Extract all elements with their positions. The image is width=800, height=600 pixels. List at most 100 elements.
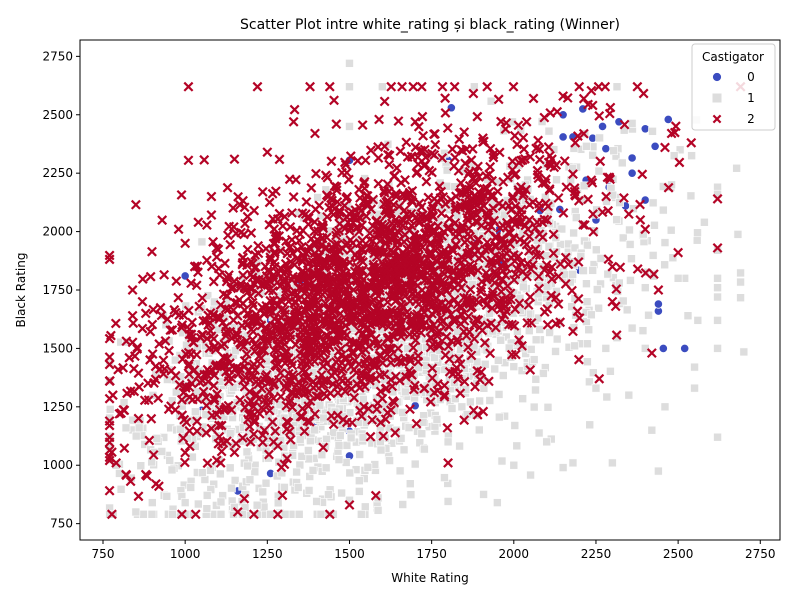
data-point-series-2 xyxy=(428,268,438,279)
data-point-series-1 xyxy=(594,166,604,176)
data-point-series-2 xyxy=(491,241,502,252)
data-point-series-2 xyxy=(285,434,296,445)
data-point-series-2 xyxy=(159,269,170,280)
data-point-series-2 xyxy=(618,192,629,203)
data-point-series-2 xyxy=(264,386,275,397)
data-point-series-1 xyxy=(360,502,370,512)
data-point-series-2 xyxy=(352,155,363,166)
data-point-series-1 xyxy=(334,455,344,464)
data-point-series-2 xyxy=(390,427,401,438)
data-point-series-1 xyxy=(531,374,541,384)
data-point-series-2 xyxy=(453,278,464,289)
data-point-series-2 xyxy=(423,192,434,203)
data-point-series-1 xyxy=(647,425,657,435)
data-point-series-2 xyxy=(366,371,377,382)
legend-label: 1 xyxy=(747,91,755,105)
data-point-series-1 xyxy=(498,371,508,380)
data-point-series-1 xyxy=(105,509,114,519)
data-point-series-1 xyxy=(216,497,226,507)
data-point-series-2 xyxy=(528,93,539,104)
data-point-series-1 xyxy=(197,237,207,247)
data-point-series-2 xyxy=(490,250,501,261)
data-point-series-2 xyxy=(466,155,477,166)
y-tick-label: 1750 xyxy=(42,283,73,297)
data-point-series-2 xyxy=(201,220,212,231)
data-point-series-1 xyxy=(116,484,126,494)
data-point-series-2 xyxy=(510,304,521,315)
data-point-series-2 xyxy=(483,376,494,387)
data-point-series-2 xyxy=(560,252,571,263)
data-point-series-2 xyxy=(173,224,184,235)
data-point-series-2 xyxy=(648,269,659,280)
data-point-series-2 xyxy=(248,509,259,520)
data-point-series-2 xyxy=(440,107,451,118)
data-point-series-2 xyxy=(434,340,445,351)
data-point-series-2 xyxy=(232,330,243,341)
data-point-series-1 xyxy=(294,509,304,519)
data-point-series-2 xyxy=(216,446,227,457)
data-point-series-2 xyxy=(346,271,357,282)
data-point-series-2 xyxy=(578,219,589,230)
data-point-series-2 xyxy=(309,248,320,259)
data-point-series-2 xyxy=(406,220,417,231)
data-point-series-2 xyxy=(165,325,176,336)
data-point-series-1 xyxy=(526,345,536,354)
data-point-series-2 xyxy=(539,264,550,275)
data-point-series-2 xyxy=(104,455,115,466)
data-point-series-1 xyxy=(568,270,577,279)
data-point-series-1 xyxy=(603,269,613,279)
data-point-series-1 xyxy=(175,424,185,434)
data-point-series-2 xyxy=(521,239,532,250)
data-point-series-2 xyxy=(336,301,347,312)
data-point-series-2 xyxy=(201,392,212,403)
data-point-series-2 xyxy=(248,401,259,412)
data-point-series-2 xyxy=(470,249,480,260)
legend-marker xyxy=(712,93,722,103)
data-point-series-2 xyxy=(215,457,226,468)
data-point-series-2 xyxy=(371,252,382,263)
data-point-series-2 xyxy=(336,357,347,368)
data-point-series-1 xyxy=(512,441,522,451)
data-point-series-1 xyxy=(660,238,670,247)
data-point-series-2 xyxy=(208,342,219,353)
data-point-series-1 xyxy=(494,356,503,365)
data-point-series-2 xyxy=(325,388,336,399)
data-point-series-1 xyxy=(675,145,685,155)
x-tick-label: 2000 xyxy=(499,547,530,561)
data-point-series-2 xyxy=(140,469,151,480)
data-point-series-2 xyxy=(364,228,375,239)
data-point-series-2 xyxy=(311,168,321,179)
data-point-series-2 xyxy=(451,239,461,250)
data-point-series-2 xyxy=(133,491,144,502)
data-point-series-2 xyxy=(280,348,291,359)
data-point-series-2 xyxy=(339,200,350,211)
data-point-series-1 xyxy=(181,301,191,311)
data-point-series-1 xyxy=(480,359,490,369)
data-point-series-2 xyxy=(379,187,390,198)
data-point-series-2 xyxy=(513,120,524,131)
data-point-series-2 xyxy=(251,340,262,351)
data-point-series-2 xyxy=(478,295,489,306)
data-point-series-2 xyxy=(578,93,589,104)
data-point-series-1 xyxy=(415,438,425,448)
data-point-series-2 xyxy=(435,312,446,323)
data-point-series-2 xyxy=(264,276,275,287)
data-point-series-2 xyxy=(440,350,451,361)
legend-marker xyxy=(712,114,722,124)
data-point-series-2 xyxy=(470,216,481,227)
data-point-series-2 xyxy=(329,95,339,106)
data-point-series-2 xyxy=(306,346,316,357)
data-point-series-2 xyxy=(466,350,477,361)
data-point-series-2 xyxy=(520,153,530,164)
data-point-series-2 xyxy=(375,417,386,428)
data-point-series-1 xyxy=(625,225,634,235)
data-point-series-2 xyxy=(241,260,252,271)
data-point-series-2 xyxy=(344,336,355,347)
data-point-series-2 xyxy=(524,199,535,210)
data-point-series-1 xyxy=(152,434,162,443)
data-point-series-1 xyxy=(544,126,554,136)
data-point-series-2 xyxy=(514,298,525,309)
data-point-series-2 xyxy=(638,88,649,99)
data-point-series-2 xyxy=(295,411,306,422)
data-point-series-2 xyxy=(318,223,329,234)
